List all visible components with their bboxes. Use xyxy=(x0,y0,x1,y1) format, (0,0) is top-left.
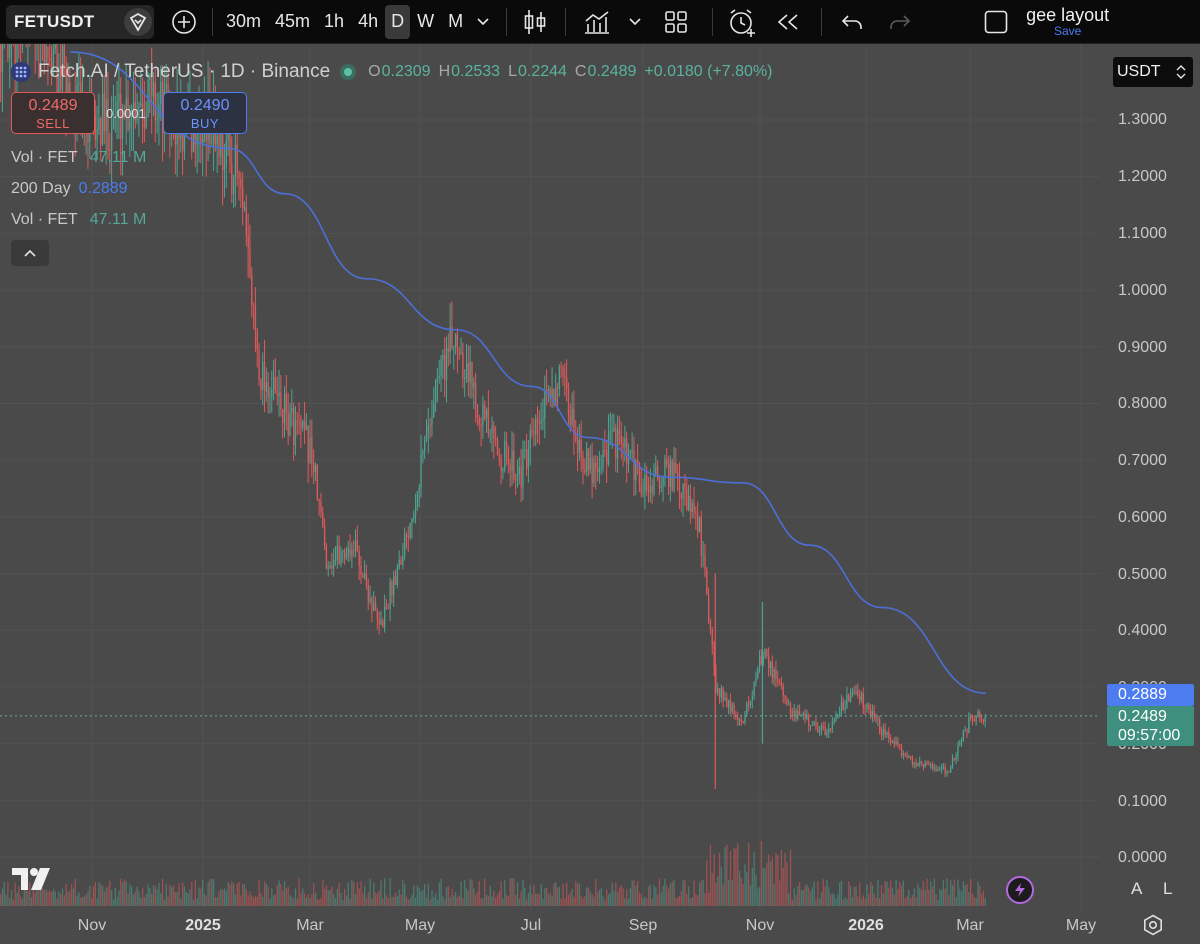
log-scale-button[interactable]: L xyxy=(1163,879,1173,898)
candles-chart-type-icon[interactable] xyxy=(513,5,557,39)
ma200-line xyxy=(70,51,986,695)
price-tick: 0.9000 xyxy=(1118,339,1167,356)
indicator-value: 47.11 M xyxy=(89,149,147,166)
change-value: +0.0180 (+7.80%) xyxy=(644,63,773,80)
volume-bars xyxy=(0,840,986,906)
price-chart[interactable] xyxy=(0,44,1100,910)
high-label: H xyxy=(438,63,451,80)
price-tick: 0.7000 xyxy=(1118,452,1167,469)
price-tick: 1.2000 xyxy=(1118,168,1167,185)
chart-grid xyxy=(0,44,1100,910)
chevron-up-icon xyxy=(24,249,36,257)
layout-square-icon[interactable] xyxy=(976,5,1016,39)
indicators-dropdown-chevron-icon[interactable] xyxy=(622,5,648,39)
indicator-label: Vol · FET xyxy=(11,149,78,166)
close-value: 0.2489 xyxy=(587,63,637,80)
indicator-volume-2[interactable]: Vol · FET 47.11 M xyxy=(11,211,146,229)
currency-selector[interactable]: USDT xyxy=(1113,57,1193,87)
close-label: C xyxy=(574,63,587,80)
time-tick: Mar xyxy=(296,917,324,934)
layout-title: gee layout xyxy=(1026,4,1110,25)
top-toolbar: FETUSDT 30m 45m 1h 4h D W M xyxy=(0,0,1200,44)
spread-value: 0.0001 xyxy=(106,106,146,121)
indicator-label: 200 Day xyxy=(11,180,71,197)
interval-45m[interactable]: 45m xyxy=(275,11,311,31)
tradingview-logo[interactable] xyxy=(12,866,56,897)
price-tick: 0.8000 xyxy=(1118,395,1167,412)
interval-30m[interactable]: 30m xyxy=(226,11,262,31)
time-tick: 2026 xyxy=(848,917,884,934)
time-tick: Jul xyxy=(520,917,542,934)
price-tick: 0.4000 xyxy=(1118,622,1167,639)
interval-4h[interactable]: 4h xyxy=(358,11,379,31)
ma200-price-tag: 0.2889 xyxy=(1107,684,1194,706)
interval-1h[interactable]: 1h xyxy=(324,11,345,31)
auto-scale-button[interactable]: A xyxy=(1131,879,1143,898)
collapse-legend-button[interactable] xyxy=(11,240,49,266)
interval-w[interactable]: W xyxy=(417,11,435,31)
price-tick: 1.3000 xyxy=(1118,111,1167,128)
price-tick: 0.1000 xyxy=(1118,793,1167,810)
templates-grid-icon[interactable] xyxy=(648,5,704,39)
time-tick: 2025 xyxy=(185,917,221,934)
buy-price: 0.2490 xyxy=(180,97,230,114)
sell-price: 0.2489 xyxy=(28,97,78,114)
last-price-tag: 0.2489 09:57:00 xyxy=(1107,706,1194,746)
time-tick: May xyxy=(1065,917,1097,934)
sell-label: SELL xyxy=(36,116,70,131)
currency-label: USDT xyxy=(1117,63,1161,80)
interval-d[interactable]: D xyxy=(385,4,411,39)
add-symbol-icon[interactable] xyxy=(166,5,202,39)
symbol-badge-icon[interactable] xyxy=(124,7,152,36)
indicator-volume-1[interactable]: Vol · FET 47.11 M xyxy=(11,149,146,167)
price-tick: 1.1000 xyxy=(1118,225,1167,242)
open-value: 0.2309 xyxy=(381,63,431,80)
candlestick-series xyxy=(0,44,986,789)
last-price-value: 0.2489 xyxy=(1118,708,1167,725)
low-value: 0.2244 xyxy=(517,63,567,80)
buy-label: BUY xyxy=(190,116,220,131)
open-label: O xyxy=(368,63,381,80)
low-label: L xyxy=(508,63,517,80)
fetch-ai-logo-icon xyxy=(11,62,31,82)
price-tick: 0.0000 xyxy=(1118,849,1167,866)
price-tick: 1.0000 xyxy=(1118,282,1167,299)
redo-icon[interactable] xyxy=(876,5,924,39)
replay-rewind-icon[interactable] xyxy=(765,5,811,39)
settings-gear-icon[interactable] xyxy=(1142,914,1164,941)
bar-countdown: 09:57:00 xyxy=(1118,727,1181,744)
interval-dropdown-chevron-icon[interactable] xyxy=(470,5,496,39)
lightning-icon[interactable] xyxy=(1006,876,1034,904)
indicators-icon[interactable] xyxy=(572,5,622,39)
layout-selector[interactable]: gee layout Save xyxy=(1026,4,1110,38)
sell-button[interactable]: 0.2489 SELL xyxy=(11,92,95,134)
high-value: 0.2533 xyxy=(451,63,501,80)
interval-m[interactable]: M xyxy=(448,11,464,31)
time-tick: Sep xyxy=(628,917,658,934)
indicator-value: 47.11 M xyxy=(89,211,147,228)
symbol-title[interactable]: Fetch.AI / TetherUS · 1D · Binance xyxy=(38,61,331,82)
buy-button[interactable]: 0.2490 BUY xyxy=(163,92,247,134)
symbol-search[interactable]: FETUSDT xyxy=(6,4,154,39)
up-down-chevron-icon xyxy=(1176,65,1186,79)
chart-legend: Fetch.AI / TetherUS · 1D · Binance O 0.23… xyxy=(10,58,781,86)
price-tick: 0.6000 xyxy=(1118,509,1167,526)
undo-icon[interactable] xyxy=(828,5,876,39)
indicator-label: Vol · FET xyxy=(11,211,78,228)
price-tick: 0.5000 xyxy=(1118,566,1167,583)
time-tick: Nov xyxy=(77,917,107,934)
time-tick: May xyxy=(404,917,436,934)
symbol-label: FETUSDT xyxy=(14,11,95,31)
layout-save-link[interactable]: Save xyxy=(1053,23,1082,38)
indicator-ma200[interactable]: 200 Day 0.2889 xyxy=(11,180,128,198)
market-status-icon xyxy=(340,64,357,80)
time-tick: Nov xyxy=(745,917,775,934)
alert-clock-icon[interactable] xyxy=(719,5,765,39)
time-tick: Mar xyxy=(956,917,984,934)
indicator-value: 0.2889 xyxy=(78,180,128,197)
